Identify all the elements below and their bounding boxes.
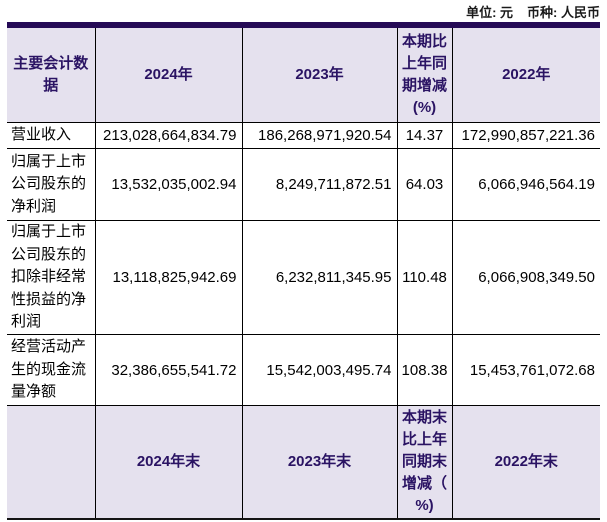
- value-change-pct: 14.37: [396, 122, 453, 149]
- header-empty-cell: [7, 405, 96, 520]
- header-2023: 2023年: [241, 24, 398, 123]
- value-change-pct: 108.38: [396, 334, 453, 406]
- value-change-pct: 110.48: [396, 220, 453, 335]
- header-2024: 2024年: [94, 24, 243, 123]
- table-row-net-profit-attributable: 归属于上市 公司股东的 净利润 13,532,035,002.94 8,249,…: [7, 148, 600, 221]
- unit-label: 单位: 元: [466, 4, 514, 20]
- value-2023: 6,232,811,345.95: [241, 220, 398, 335]
- header-2022-year-end: 2022年末: [451, 405, 600, 520]
- key-accounting-data-table: 主要会计数 据 2024年 2023年 本期比 上年同 期增减 (%) 2022…: [7, 22, 600, 520]
- table-header-row-year-end: 2024年末 2023年末 本期末 比上年 同期末 增减（ %) 2022年末: [7, 405, 600, 520]
- metric-label: 归属于上市 公司股东的 净利润: [7, 148, 96, 221]
- value-2024: 13,118,825,942.69: [94, 220, 243, 335]
- value-change-pct: 64.03: [396, 148, 453, 221]
- value-2023: 15,542,003,495.74: [241, 334, 398, 406]
- header-2023-year-end: 2023年末: [241, 405, 398, 520]
- metric-label: 经营活动产 生的现金流 量净额: [7, 334, 96, 406]
- table-row-net-profit-excl-nonrecurring: 归属于上市 公司股东的 扣除非经常 性损益的净 利润 13,118,825,94…: [7, 220, 600, 335]
- value-2023: 8,249,711,872.51: [241, 148, 398, 221]
- unit-currency-line: 单位: 元 币种: 人民币: [0, 0, 607, 22]
- value-2022: 6,066,946,564.19: [451, 148, 600, 221]
- header-period-end-change-pct: 本期末 比上年 同期末 增减（ %): [396, 405, 453, 520]
- value-2022: 172,990,857,221.36: [451, 122, 600, 149]
- currency-label: 币种: 人民币: [527, 4, 600, 20]
- table-header-row-annual: 主要会计数 据 2024年 2023年 本期比 上年同 期增减 (%) 2022…: [7, 24, 600, 123]
- value-2024: 213,028,664,834.79: [94, 122, 243, 149]
- table-row-operating-revenue: 营业收入 213,028,664,834.79 186,268,971,920.…: [7, 122, 600, 149]
- header-2024-year-end: 2024年末: [94, 405, 243, 520]
- header-main-accounting-data: 主要会计数 据: [7, 24, 96, 123]
- value-2022: 6,066,908,349.50: [451, 220, 600, 335]
- table-row-operating-cash-flow: 经营活动产 生的现金流 量净额 32,386,655,541.72 15,542…: [7, 334, 600, 406]
- value-2023: 186,268,971,920.54: [241, 122, 398, 149]
- value-2024: 32,386,655,541.72: [94, 334, 243, 406]
- value-2024: 13,532,035,002.94: [94, 148, 243, 221]
- metric-label: 营业收入: [7, 122, 96, 149]
- header-yoy-change-pct: 本期比 上年同 期增减 (%): [396, 24, 453, 123]
- value-2022: 15,453,761,072.68: [451, 334, 600, 406]
- metric-label: 归属于上市 公司股东的 扣除非经常 性损益的净 利润: [7, 220, 96, 335]
- header-2022: 2022年: [451, 24, 600, 123]
